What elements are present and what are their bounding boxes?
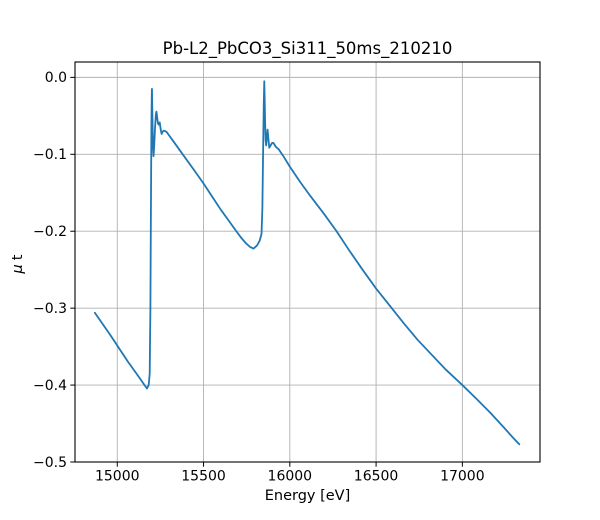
x-tick-label: 15500 (181, 469, 226, 485)
chart-title: Pb-L2_PbCO3_Si311_50ms_210210 (163, 39, 453, 59)
x-tick-label: 16000 (268, 469, 313, 485)
y-tick-label: −0.2 (33, 224, 67, 240)
x-axis-label: Energy [eV] (265, 488, 351, 504)
x-tick-label: 16500 (354, 469, 399, 485)
x-tick-label: 15000 (95, 469, 140, 485)
x-tick-labels: 15000 15500 16000 16500 17000 (95, 469, 485, 485)
gridlines (75, 62, 540, 463)
axis-ticks (70, 76, 463, 467)
y-tick-label: −0.5 (33, 455, 67, 471)
spectrum-line (93, 80, 521, 446)
y-tick-label: −0.3 (33, 301, 67, 317)
y-tick-label: 0.0 (45, 70, 67, 86)
y-tick-label: −0.1 (33, 147, 67, 163)
y-axis-label: μt (10, 254, 26, 274)
plot-border (74, 61, 541, 463)
x-tick-label: 17000 (440, 469, 485, 485)
y-tick-label: −0.4 (33, 378, 67, 394)
y-tick-labels: 0.0 −0.1 −0.2 −0.3 −0.4 −0.5 (33, 70, 67, 471)
